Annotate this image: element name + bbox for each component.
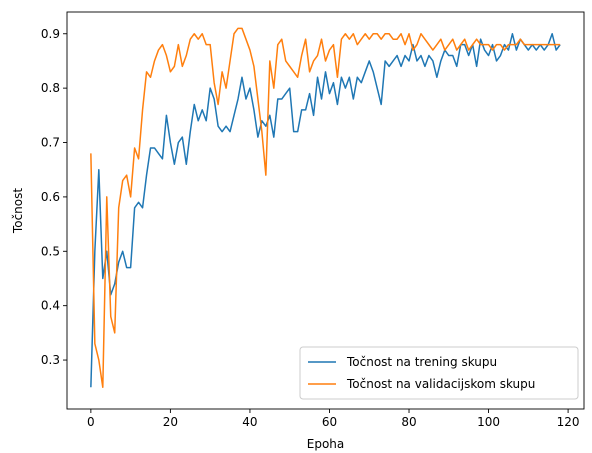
y-tick-label: 0.7 <box>41 136 60 150</box>
legend-label-2: Točnost na validacijskom skupu <box>346 377 535 391</box>
legend: Točnost na trening skupu Točnost na valid… <box>299 346 579 400</box>
y-axis-label: Točnost <box>11 188 25 234</box>
legend-label-1: Točnost na trening skupu <box>346 355 497 369</box>
legend-box <box>299 346 579 400</box>
series-line-1 <box>90 33 561 388</box>
axes-layer: 0 20 40 60 80 100 120 0.3 0.4 0.5 0.6 0.7 0.8 0.9 <box>41 11 585 429</box>
x-tick-label: 100 <box>477 415 500 429</box>
plot-frame <box>66 11 585 410</box>
series-line-2 <box>90 27 561 388</box>
y-tick-label: 0.4 <box>41 299 60 313</box>
y-tick-label: 0.8 <box>41 81 60 95</box>
y-tick-label: 0.3 <box>41 353 60 367</box>
x-tick-label: 0 <box>87 415 95 429</box>
y-tick-label: 0.6 <box>41 190 60 204</box>
x-tick-label: 40 <box>242 415 257 429</box>
y-tick-label: 0.9 <box>41 27 60 41</box>
series-layer <box>90 27 561 388</box>
x-tick-label: 60 <box>322 415 337 429</box>
y-tick-label: 0.5 <box>41 244 60 258</box>
x-tick-label: 80 <box>401 415 416 429</box>
x-tick-label: 120 <box>557 415 580 429</box>
x-tick-label: 20 <box>163 415 178 429</box>
x-axis-label: Epoha <box>307 437 345 451</box>
